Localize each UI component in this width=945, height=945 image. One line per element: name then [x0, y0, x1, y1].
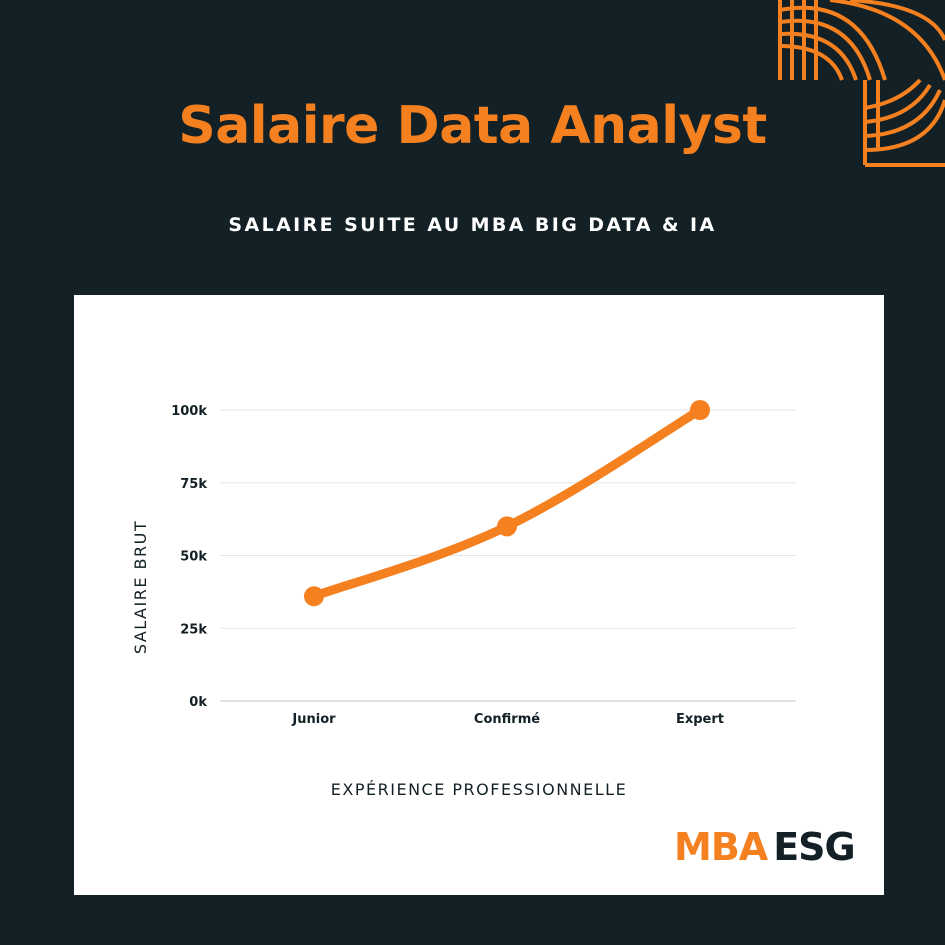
- logo-mba-text: MBA: [674, 825, 768, 869]
- grid-lines: [220, 409, 796, 702]
- x-tick-label: Confirmé: [474, 712, 540, 727]
- data-point: [304, 586, 324, 607]
- data-point: [690, 400, 710, 420]
- series-line: [309, 405, 705, 601]
- page-title: Salaire Data Analyst: [178, 96, 767, 156]
- y-tick-label: 50k: [180, 550, 207, 565]
- x-tick-label: Junior: [291, 712, 336, 727]
- salary-line-chart: 0k 25k 50k 75k 100k Junior Confirmé Expert SAL…: [131, 400, 796, 799]
- page-subtitle: SALAIRE SUITE AU MBA BIG DATA & IA: [228, 214, 717, 236]
- logo-esg-text: ESG: [773, 825, 856, 869]
- decorative-arcs-pattern: [770, 0, 945, 170]
- x-tick-labels: Junior Confirmé Expert: [291, 712, 724, 727]
- y-axis-label: SALAIRE BRUT: [131, 520, 150, 654]
- data-points: [304, 400, 710, 607]
- x-tick-label: Expert: [676, 712, 724, 727]
- chart-card: 0k 25k 50k 75k 100k Junior Confirmé Expert SAL…: [74, 295, 884, 895]
- data-point: [497, 516, 517, 537]
- y-tick-label: 100k: [171, 404, 207, 419]
- y-tick-label: 0k: [189, 695, 207, 710]
- y-tick-label: 25k: [180, 622, 207, 637]
- x-axis-label: EXPÉRIENCE PROFESSIONNELLE: [331, 780, 627, 799]
- y-tick-labels: 0k 25k 50k 75k 100k: [171, 404, 207, 710]
- mba-esg-logo: MBA ESG: [674, 825, 856, 875]
- y-tick-label: 75k: [180, 477, 207, 492]
